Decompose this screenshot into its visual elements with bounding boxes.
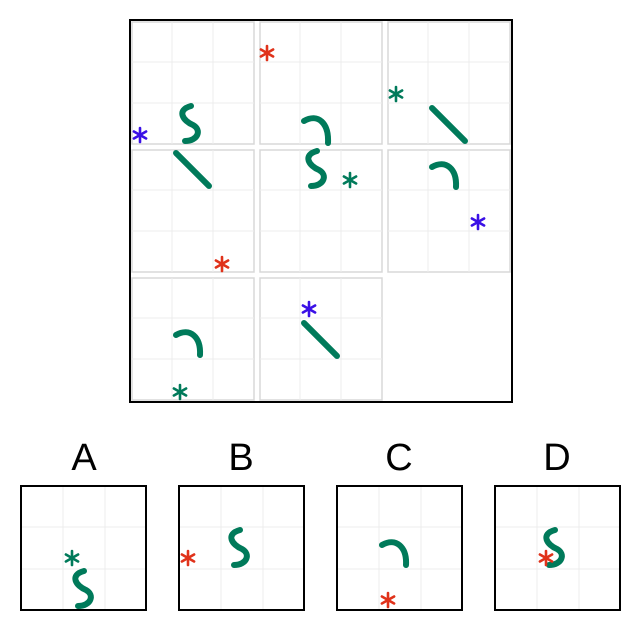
s-curve-icon <box>305 148 327 189</box>
star-green-icon <box>388 85 404 103</box>
option-label: D <box>543 437 570 479</box>
star-red-icon <box>214 255 230 273</box>
option-c[interactable]: C <box>336 437 463 611</box>
option-label: A <box>71 437 97 479</box>
puzzle-cell <box>259 148 383 273</box>
diagonal-line-icon <box>429 105 468 144</box>
s-curve-icon <box>179 103 201 144</box>
hook-icon <box>173 329 204 358</box>
option-label: C <box>385 437 412 479</box>
diagonal-line-icon <box>173 150 212 189</box>
star-green-icon <box>342 171 358 189</box>
hook-icon <box>429 161 460 190</box>
star-red-icon <box>259 44 275 62</box>
s-curve-icon <box>543 527 565 568</box>
option-b[interactable]: B <box>178 437 305 611</box>
puzzle-cell <box>131 277 255 401</box>
puzzle-cell <box>259 21 383 146</box>
hook-icon <box>379 539 410 568</box>
option-d[interactable]: D <box>494 437 621 611</box>
puzzle-cell <box>259 277 383 401</box>
s-curve-icon <box>228 527 250 568</box>
puzzle-cell <box>387 149 511 273</box>
puzzle-grid <box>129 19 513 403</box>
option-label: B <box>228 437 253 479</box>
puzzle-cell <box>387 21 511 145</box>
puzzle-frame <box>129 19 513 403</box>
star-green-icon <box>172 383 188 401</box>
star-blue-icon <box>132 126 148 144</box>
hook-icon <box>301 115 332 146</box>
star-blue-icon <box>470 213 486 231</box>
puzzle-cell <box>131 21 255 145</box>
s-curve-icon <box>72 568 94 609</box>
star-blue-icon <box>301 300 317 318</box>
puzzle-cell-missing <box>388 278 510 400</box>
diagonal-line-icon <box>301 320 340 359</box>
puzzle-cell <box>131 149 255 273</box>
answer-options: A B C D <box>20 437 621 611</box>
option-a[interactable]: A <box>20 437 147 611</box>
